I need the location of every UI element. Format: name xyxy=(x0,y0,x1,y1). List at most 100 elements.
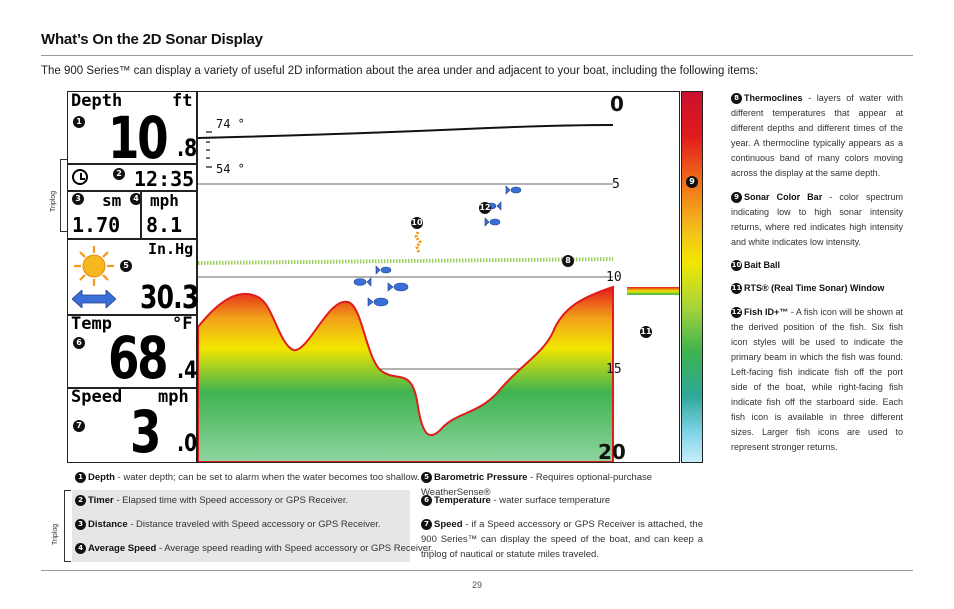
legend-text: - water depth; can be set to alarm when … xyxy=(114,472,420,483)
baro-value: 30.3 xyxy=(140,278,199,316)
desc-bait-ball: 10 Bait Ball xyxy=(731,258,903,273)
speed-label: Speed xyxy=(71,387,123,407)
callout-8: 8 xyxy=(562,255,574,267)
page-title: What’s On the 2D Sonar Display xyxy=(41,31,263,48)
avg-speed-value: 8.1 xyxy=(146,213,183,237)
digital-readouts-panel: Depth ft 1 10 .8 2 12:35 3 sm 4 mph 1.70… xyxy=(68,91,199,462)
temp-label: Temp xyxy=(71,314,112,334)
callout-9: 9 xyxy=(686,176,698,188)
bullet-2: 2 xyxy=(75,494,86,506)
distance-value: 1.70 xyxy=(72,213,121,237)
bullet-3: 3 xyxy=(75,518,86,530)
legend-key: Timer xyxy=(88,495,114,506)
rts-window: 11 xyxy=(627,91,680,463)
depth-label: Depth xyxy=(71,91,123,111)
sonar-returns-graphic xyxy=(198,92,628,462)
temp-54-label: 54 ° xyxy=(216,162,245,176)
page-number: 29 xyxy=(471,580,482,590)
legend-text: - Average speed reading with Speed acces… xyxy=(156,543,434,554)
sun-icon xyxy=(72,244,116,288)
divider xyxy=(68,314,196,316)
bullet-10: 10 xyxy=(731,260,742,272)
legend-key: Temperature xyxy=(434,495,491,506)
callout-6: 6 xyxy=(73,337,85,349)
legend-speed: 7 Speed - if a Speed accessory or GPS Rec… xyxy=(421,517,703,562)
desc-key: Bait Ball xyxy=(744,260,781,270)
depth-scale-bottom: 20 xyxy=(598,440,626,463)
bullet-8: 8 xyxy=(731,93,742,105)
legend-text: - Requires optional-purchase WeatherSens… xyxy=(421,472,653,498)
callout-2: 2 xyxy=(113,168,125,180)
depth-decimal: .8 xyxy=(177,134,198,162)
title-rule xyxy=(41,55,913,56)
legend-avg-speed: 4 Average Speed - Average speed reading w… xyxy=(75,541,433,556)
desc-key: Fish ID+™ xyxy=(744,307,789,317)
legend-distance: 3 Distance - Distance traveled with Speed… xyxy=(75,517,381,532)
legend-key: Barometric Pressure xyxy=(434,472,528,483)
bullet-6: 6 xyxy=(421,494,432,506)
bullet-9: 9 xyxy=(731,192,742,204)
callout-10: 10 xyxy=(411,217,423,229)
bullet-1: 1 xyxy=(75,471,86,483)
rts-return xyxy=(627,287,679,295)
depth-scale-top: 0 xyxy=(610,92,624,116)
desc-key: Sonar Color Bar xyxy=(744,192,823,202)
triplog-bracket-top xyxy=(60,159,67,232)
speed-unit: mph xyxy=(158,387,189,407)
clock-icon xyxy=(72,169,88,185)
timer-value: 12:35 xyxy=(134,167,195,191)
intro-text: The 900 Series™ can display a variety of… xyxy=(41,65,759,77)
callout-1: 1 xyxy=(73,116,85,128)
legend-depth: 1 Depth - water depth; can be set to alar… xyxy=(75,470,420,485)
depth-scale-5: 5 xyxy=(612,177,620,192)
sonar-screen: Depth ft 1 10 .8 2 12:35 3 sm 4 mph 1.70… xyxy=(67,91,629,463)
legend-text: - Elapsed time with Speed accessory or G… xyxy=(113,495,349,506)
bullet-11: 11 xyxy=(731,283,742,295)
divider xyxy=(68,190,196,192)
desc-rts: 11 RTS® (Real Time Sonar) Window xyxy=(731,281,903,296)
speed-decimal: .0 xyxy=(177,429,198,457)
legend-key: Average Speed xyxy=(88,543,157,554)
depth-unit: ft xyxy=(172,91,193,111)
distance-unit: sm xyxy=(102,191,122,210)
depth-value: 10 xyxy=(108,104,169,172)
callout-12: 12 xyxy=(479,202,491,214)
desc-fish-id: 12 Fish ID+™ - A fish icon will be shown … xyxy=(731,305,903,455)
bullet-4: 4 xyxy=(75,542,86,554)
divider xyxy=(68,238,196,240)
desc-key: Thermoclines xyxy=(744,93,803,103)
desc-color-bar: 9 Sonar Color Bar - color spectrum indica… xyxy=(731,190,903,250)
legend-text: - if a Speed accessory or GPS Receiver i… xyxy=(421,519,703,560)
bullet-5: 5 xyxy=(421,471,432,483)
divider xyxy=(68,163,196,165)
divider xyxy=(140,190,142,238)
temp-unit: °F xyxy=(172,314,193,334)
sonar-color-bar: 9 xyxy=(681,91,703,463)
legend-text: - water surface temperature xyxy=(490,495,611,506)
legend-text: - Distance traveled with Speed accessory… xyxy=(127,519,381,530)
double-arrow-icon xyxy=(71,289,117,309)
desc-text: - A fish icon will be shown at the deriv… xyxy=(731,307,903,452)
legend-timer: 2 Timer - Elapsed time with Speed accesso… xyxy=(75,493,348,508)
desc-text: - color spectrum indicating low to high … xyxy=(731,192,903,247)
temp-decimal: .4 xyxy=(177,356,198,384)
bullet-7: 7 xyxy=(421,518,432,530)
divider xyxy=(68,387,196,389)
avg-speed-unit: mph xyxy=(150,191,179,210)
legend-temperature: 6 Temperature - water surface temperature xyxy=(421,493,703,508)
temp-74-label: 74 ° xyxy=(216,117,245,131)
sonar-history-area: 74 ° 54 ° 0 5 10 15 20 12 10 8 xyxy=(198,92,628,462)
depth-scale-10: 10 xyxy=(606,270,622,285)
callout-5: 5 xyxy=(120,260,132,272)
bullet-12: 12 xyxy=(731,307,742,319)
legend-key: Distance xyxy=(88,519,128,530)
callout-4: 4 xyxy=(130,193,142,205)
legend-key: Depth xyxy=(88,472,115,483)
triplog-legend-highlight xyxy=(72,490,410,562)
desc-text: - layers of water with different tempera… xyxy=(731,93,903,178)
temp-value: 68 xyxy=(108,324,169,392)
triplog-label-top: Triplog xyxy=(50,190,57,212)
legend-barometric: 5 Barometric Pressure - Requires optional… xyxy=(421,470,703,500)
triplog-label-bottom: Triplog xyxy=(52,523,59,545)
callout-7: 7 xyxy=(73,420,85,432)
